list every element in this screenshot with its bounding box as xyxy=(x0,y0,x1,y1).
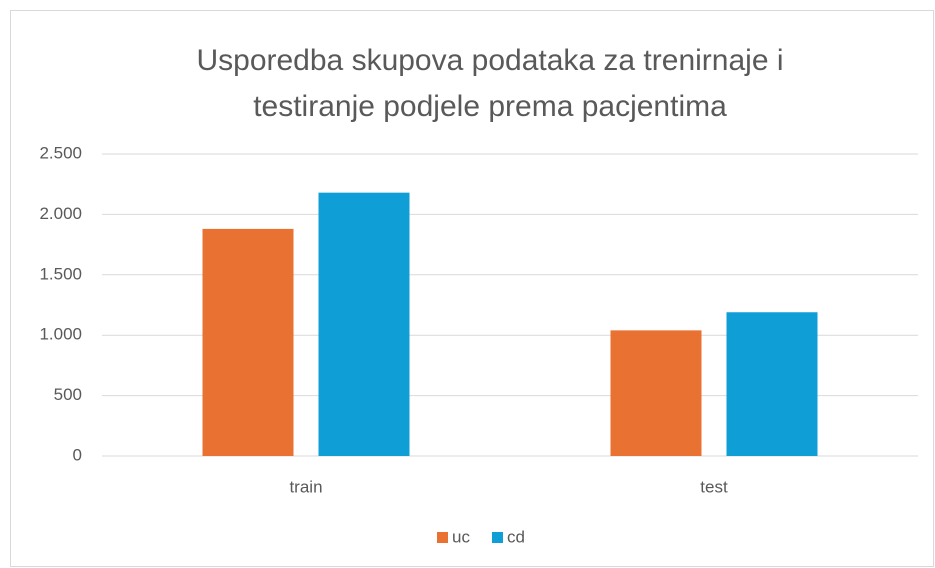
legend-swatch xyxy=(491,532,503,543)
legend-label: cd xyxy=(507,527,525,546)
x-tick-label: test xyxy=(700,477,728,496)
bar xyxy=(202,228,294,456)
x-tick-label: train xyxy=(289,477,322,496)
y-tick-label: 1.500 xyxy=(39,264,82,283)
chart-title: Usporedba skupova podataka za trenirnaje… xyxy=(196,44,784,123)
y-tick-label: 2.000 xyxy=(39,204,82,223)
bar xyxy=(318,192,410,456)
legend-swatch xyxy=(437,532,448,543)
bar xyxy=(610,330,702,456)
y-tick-label: 1.000 xyxy=(39,325,82,344)
y-tick-label: 2.500 xyxy=(39,143,82,162)
bar xyxy=(726,312,818,456)
y-tick-label: 0 xyxy=(73,445,82,464)
chart-border xyxy=(10,10,934,567)
y-tick-label: 500 xyxy=(54,385,82,404)
legend-label: uc xyxy=(452,527,470,546)
